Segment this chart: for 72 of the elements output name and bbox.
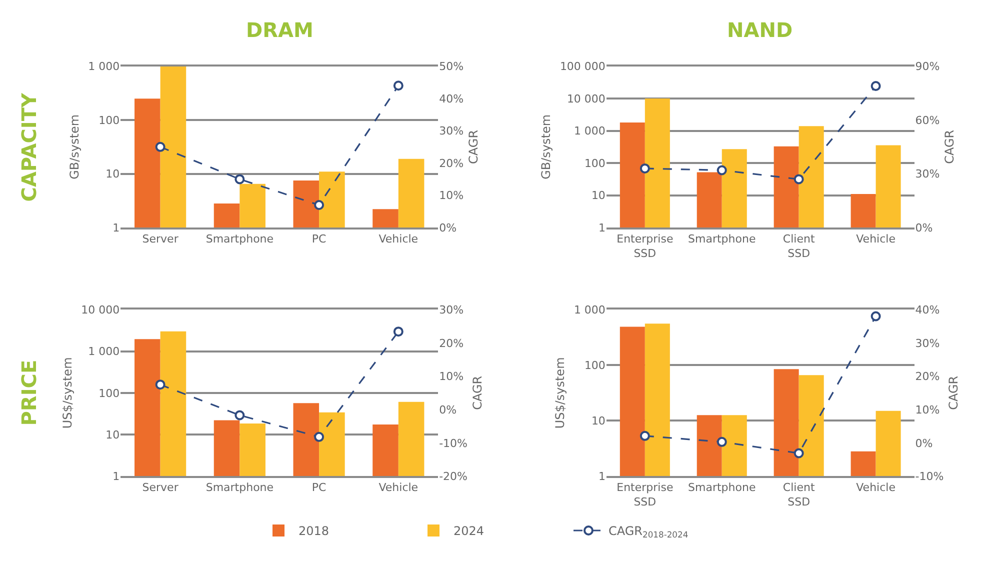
y2-tick-label: 10% [915, 403, 940, 416]
y2-tick-label: 30% [439, 124, 464, 138]
x-tick-label: Vehicle [856, 481, 896, 494]
y2-tick-label: 40% [439, 92, 464, 106]
y-axis-title: US$/system [553, 357, 568, 429]
y2-tick-label: 30% [915, 168, 940, 181]
y2-tick-label: -20% [439, 470, 468, 484]
y-tick-label: 1 000 [574, 124, 606, 138]
text: PRICE [16, 360, 41, 426]
y2-axis-title: CAGR [470, 376, 484, 410]
y2-tick-label: 40% [915, 303, 940, 316]
legend-label: 2024 [454, 524, 484, 538]
legend-label: 2018 [298, 524, 330, 538]
y-tick-label: 100 [98, 114, 120, 127]
y2-axis-title: CAGR [946, 376, 961, 410]
y-tick-label: 100 [584, 358, 606, 372]
y-tick-label: 10 [106, 168, 120, 181]
y2-tick-label: 60% [915, 114, 940, 127]
y-tick-label: 100 [584, 156, 606, 170]
x-tick-label: Vehicle [378, 232, 418, 246]
y-axis-title: GB/system [539, 114, 554, 180]
y2-tick-label: 0% [915, 221, 933, 234]
y-tick-label: 100 [98, 386, 120, 400]
text: CAPACITY [16, 92, 41, 202]
y-tick-label: 10 [591, 189, 606, 202]
y2-tick-label: 50% [439, 60, 464, 74]
y2-tick-label: 0% [439, 403, 457, 416]
y-tick-label: 10 000 [566, 92, 606, 106]
x-tick-label: PC [312, 481, 327, 494]
x-tick-label: Smartphone [688, 481, 756, 494]
y-tick-label: 1 000 [574, 303, 606, 316]
y-tick-label: 10 000 [81, 303, 120, 316]
y2-tick-label: 10% [439, 189, 464, 202]
x-tick-label: PC [312, 232, 327, 246]
y2-tick-label: 0% [915, 436, 933, 450]
y2-axis-title: CAGR [942, 130, 957, 164]
x-tick-label: Client SSD [782, 232, 816, 260]
chart-title: NAND [727, 18, 793, 42]
y-tick-label: 10 [591, 414, 606, 428]
y2-tick-label: -10% [915, 470, 944, 484]
x-tick-label: Enterprise SSD [616, 232, 674, 260]
y-tick-label: 100 000 [560, 60, 606, 74]
legend-label: CAGR$_{2018-2024}$ [608, 524, 688, 540]
y-tick-label: 1 [112, 221, 120, 234]
x-tick-label: Vehicle [856, 232, 896, 246]
y2-tick-label: 20% [915, 370, 940, 384]
y-axis-title: GB/system [67, 114, 82, 180]
y2-tick-label: 30% [439, 303, 464, 316]
y2-tick-label: 0% [439, 221, 457, 234]
y-axis-title: US$/system [60, 357, 74, 429]
y-tick-label: 10 [106, 428, 120, 442]
x-tick-label: Vehicle [378, 481, 418, 494]
y2-tick-label: 20% [439, 156, 464, 170]
y-tick-label: 1 000 [88, 60, 120, 74]
x-tick-label: Smartphone [206, 481, 274, 494]
x-tick-label: Enterprise SSD [616, 481, 674, 508]
y2-tick-label: -10% [439, 436, 468, 450]
y-tick-label: 1 000 [88, 345, 120, 358]
x-tick-label: Server [142, 481, 179, 494]
chart-title: DRAM [246, 18, 314, 42]
x-tick-label: Smartphone [206, 232, 274, 246]
y2-tick-label: 30% [915, 336, 940, 350]
y2-tick-label: 10% [439, 370, 464, 384]
y2-tick-label: 90% [915, 60, 940, 74]
x-tick-label: Server [142, 232, 179, 246]
y2-tick-label: 20% [439, 336, 464, 350]
y2-axis-title: CAGR [466, 130, 480, 164]
x-tick-label: Smartphone [688, 232, 756, 246]
x-tick-label: Client SSD [782, 481, 816, 508]
y-tick-label: 1 [598, 221, 606, 234]
y-tick-label: 1 [112, 470, 120, 484]
y-tick-label: 1 [598, 470, 606, 484]
